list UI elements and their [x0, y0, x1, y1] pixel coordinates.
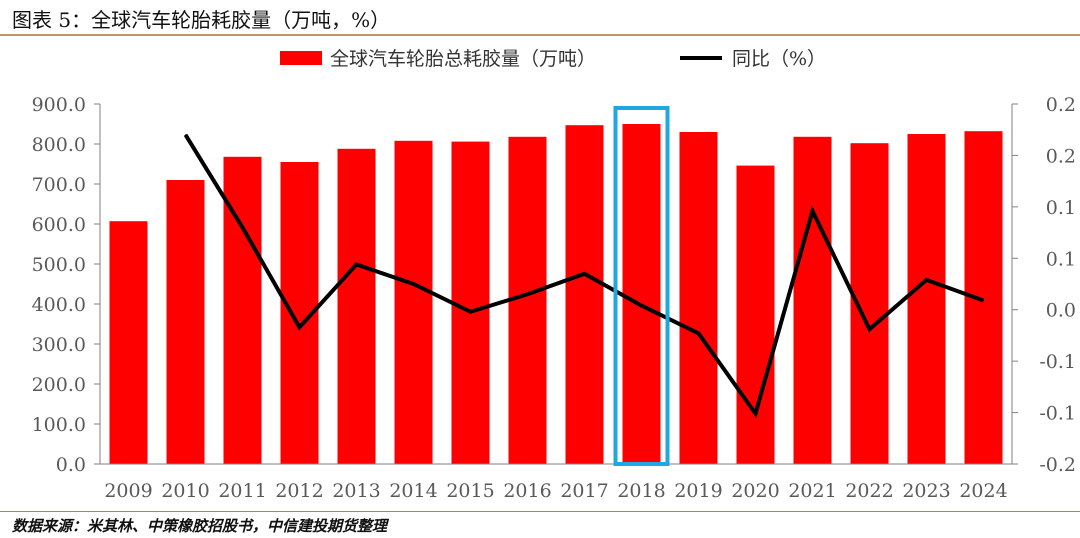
- bar-2018: [622, 124, 661, 464]
- right-tick-label: 0.1: [1046, 248, 1076, 270]
- right-tick-label: -0.2: [1039, 454, 1076, 476]
- x-tick-label: 2013: [332, 480, 380, 502]
- right-tick-label: 0.0: [1046, 300, 1076, 322]
- x-tick-label: 2015: [446, 480, 494, 502]
- yoy-point-2014: [413, 283, 414, 285]
- left-tick-label: 800.0: [32, 134, 86, 156]
- right-tick-label: -0.1: [1039, 403, 1076, 425]
- x-tick-label: 2024: [959, 480, 1007, 502]
- bar-2010: [166, 180, 205, 464]
- bar-2021: [793, 136, 832, 465]
- footer-divider: [0, 511, 1080, 512]
- left-tick-label: 700.0: [32, 174, 86, 196]
- x-tick-label: 2009: [104, 480, 152, 502]
- bar-2009: [109, 221, 148, 464]
- left-tick-label: 400.0: [32, 294, 86, 316]
- yoy-point-2024: [983, 299, 984, 301]
- bar-2016: [508, 136, 547, 465]
- left-tick-label: 0.0: [56, 454, 86, 476]
- bar-2017: [565, 125, 604, 464]
- yoy-point-2023: [926, 279, 927, 281]
- x-tick-label: 2023: [902, 480, 950, 502]
- source-note: 数据来源：米其林、中策橡胶招股书，中信建投期货整理: [12, 517, 388, 535]
- title-divider: [0, 34, 1080, 36]
- highlight-rect: [613, 106, 670, 466]
- yoy-point-2012: [299, 326, 300, 328]
- x-tick-label: 2022: [845, 480, 893, 502]
- yoy-point-2019: [698, 332, 699, 334]
- left-tick-label: 300.0: [32, 334, 86, 356]
- yoy-point-2016: [527, 293, 528, 295]
- yoy-point-2010: [185, 134, 186, 136]
- left-tick-label: 200.0: [32, 374, 86, 396]
- legend: 全球汽车轮胎总耗胶量（万吨） 同比（%）: [280, 48, 826, 70]
- left-tick-label: 900.0: [32, 94, 86, 116]
- x-tick-label: 2012: [275, 480, 323, 502]
- bar-2023: [907, 134, 946, 464]
- highlight-box: [613, 106, 670, 466]
- x-tick-label: 2011: [218, 480, 266, 502]
- legend-bar-swatch: [280, 51, 322, 65]
- right-tick-label: 0.1: [1046, 197, 1076, 219]
- right-tick-label: 0.2: [1046, 94, 1076, 116]
- yoy-point-2021: [812, 210, 813, 212]
- yoy-point-2020: [755, 413, 756, 415]
- x-tick-label: 2010: [161, 480, 209, 502]
- legend-line-label: 同比（%）: [732, 48, 826, 70]
- bar-2020: [736, 165, 775, 464]
- bar-2013: [337, 148, 376, 465]
- x-tick-label: 2017: [560, 480, 608, 502]
- left-tick-label: 500.0: [32, 254, 86, 276]
- yoy-point-2011: [242, 226, 243, 228]
- x-tick-label: 2018: [617, 480, 665, 502]
- left-tick-label: 100.0: [32, 414, 86, 436]
- line-series: [183, 133, 985, 419]
- bar-series: [109, 124, 1003, 465]
- yoy-point-2013: [356, 263, 357, 265]
- x-tick-label: 2019: [674, 480, 722, 502]
- yoy-point-2018: [641, 305, 642, 307]
- legend-bar-label: 全球汽车轮胎总耗胶量（万吨）: [330, 48, 596, 70]
- right-tick-label: -0.1: [1039, 351, 1076, 373]
- yoy-point-2022: [869, 328, 870, 330]
- axes: 0.0 100.0 200.0 300.0 400.0 500.0 600.0 700.0 80…: [32, 94, 1076, 502]
- bar-2014: [394, 140, 433, 465]
- yoy-point-2015: [470, 311, 471, 313]
- x-tick-label: 2020: [731, 480, 779, 502]
- left-tick-label: 600.0: [32, 214, 86, 236]
- x-tick-label: 2014: [389, 480, 437, 502]
- right-tick-label: 0.2: [1046, 145, 1076, 167]
- chart-title: 图表 5：全球汽车轮胎耗胶量（万吨，%）: [12, 8, 391, 32]
- combo-chart: 全球汽车轮胎总耗胶量（万吨） 同比（%） 0.0 100.0 200.0 300.0 4…: [32, 48, 1076, 502]
- yoy-point-2017: [584, 273, 585, 275]
- x-tick-label: 2016: [503, 480, 551, 502]
- x-tick-label: 2021: [788, 480, 836, 502]
- bar-2019: [679, 132, 718, 464]
- bar-2015: [451, 141, 490, 464]
